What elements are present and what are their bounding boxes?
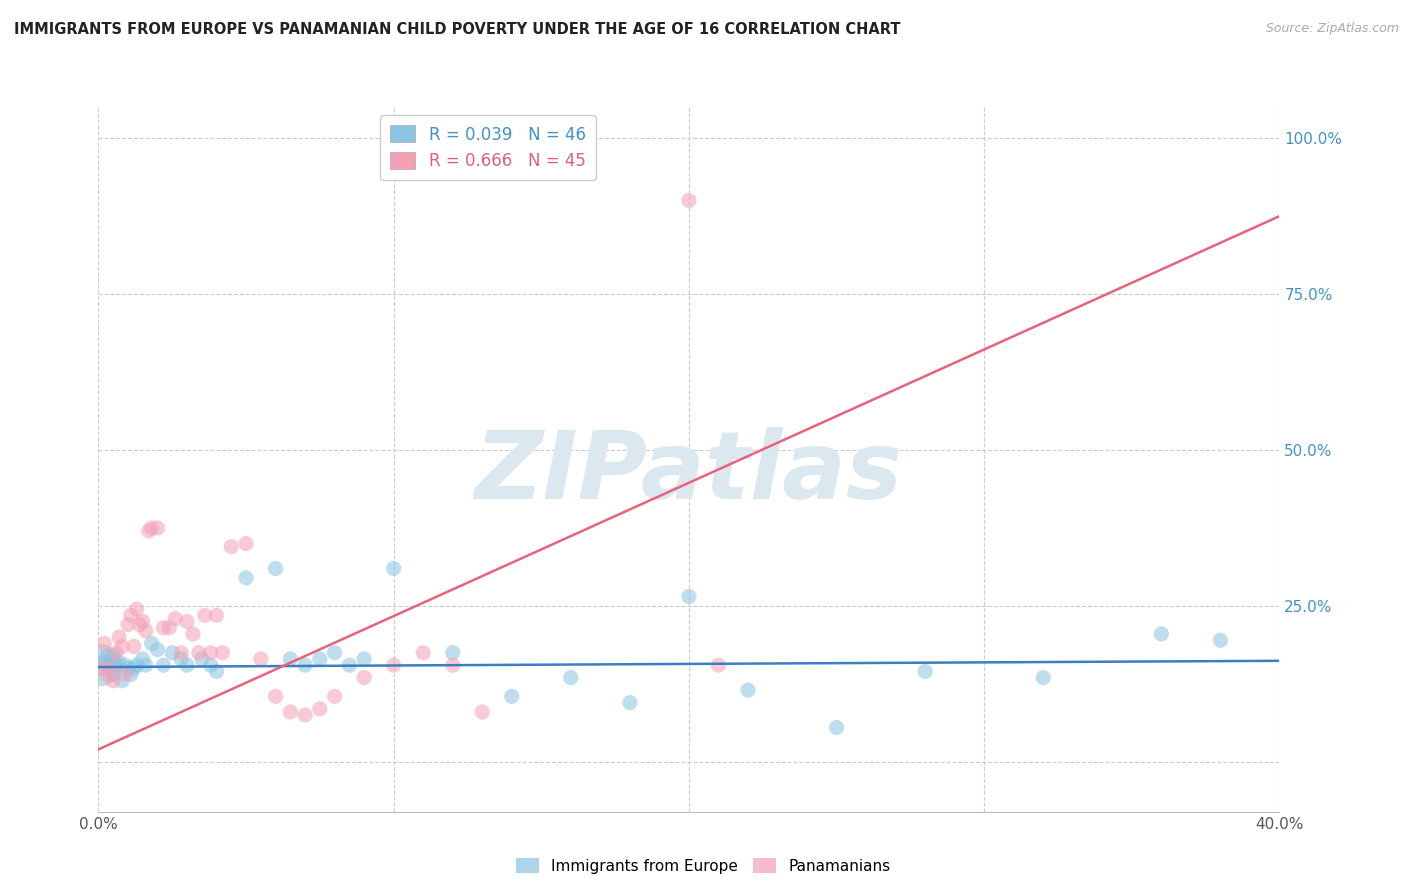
Point xyxy=(294,658,316,673)
Point xyxy=(114,667,136,681)
Point xyxy=(103,648,125,663)
Text: Source: ZipAtlas.com: Source: ZipAtlas.com xyxy=(1265,22,1399,36)
Point xyxy=(120,608,142,623)
Point xyxy=(1150,627,1173,641)
Point xyxy=(162,646,183,660)
Point xyxy=(205,608,228,623)
Point xyxy=(90,661,112,675)
Point xyxy=(103,667,125,681)
Point xyxy=(737,683,759,698)
Point xyxy=(176,615,198,629)
Point xyxy=(309,652,332,666)
Point xyxy=(382,658,405,673)
Point xyxy=(146,521,169,535)
Point xyxy=(141,636,163,650)
Point xyxy=(96,658,118,673)
Point xyxy=(441,658,464,673)
Point xyxy=(339,658,360,673)
Point xyxy=(619,696,641,710)
Point xyxy=(141,521,163,535)
Point xyxy=(294,708,316,723)
Point xyxy=(501,690,523,704)
Point xyxy=(382,561,405,575)
Point xyxy=(323,646,346,660)
Point xyxy=(93,655,115,669)
Point xyxy=(122,640,145,654)
Point xyxy=(152,621,174,635)
Point xyxy=(560,671,582,685)
Point xyxy=(191,652,214,666)
Point xyxy=(170,652,193,666)
Point xyxy=(120,667,142,681)
Point xyxy=(108,655,131,669)
Point xyxy=(128,617,150,632)
Point xyxy=(200,646,222,660)
Point xyxy=(135,658,157,673)
Point xyxy=(235,571,257,585)
Point xyxy=(323,690,346,704)
Point xyxy=(264,561,287,575)
Point xyxy=(278,705,302,719)
Point xyxy=(914,665,936,679)
Point xyxy=(111,673,134,688)
Point xyxy=(98,661,121,675)
Point xyxy=(187,646,209,660)
Point xyxy=(117,617,139,632)
Point xyxy=(235,536,257,550)
Point xyxy=(219,540,242,554)
Legend: R = 0.039   N = 46, R = 0.666   N = 45: R = 0.039 N = 46, R = 0.666 N = 45 xyxy=(381,115,596,180)
Point xyxy=(103,673,125,688)
Point xyxy=(1032,671,1054,685)
Point xyxy=(707,658,730,673)
Point xyxy=(135,624,157,638)
Point xyxy=(264,690,287,704)
Point xyxy=(170,646,193,660)
Point xyxy=(108,630,131,644)
Point xyxy=(125,602,148,616)
Text: IMMIGRANTS FROM EUROPE VS PANAMANIAN CHILD POVERTY UNDER THE AGE OF 16 CORRELATI: IMMIGRANTS FROM EUROPE VS PANAMANIAN CHI… xyxy=(14,22,901,37)
Legend: Immigrants from Europe, Panamanians: Immigrants from Europe, Panamanians xyxy=(509,852,897,880)
Point xyxy=(309,702,332,716)
Point xyxy=(125,658,148,673)
Point xyxy=(353,671,375,685)
Point xyxy=(678,194,700,208)
Point xyxy=(157,621,180,635)
Point xyxy=(278,652,302,666)
Point xyxy=(132,615,155,629)
Point xyxy=(111,640,134,654)
Point xyxy=(122,661,145,675)
Point xyxy=(105,658,128,673)
Point xyxy=(105,646,128,660)
Point xyxy=(1209,633,1232,648)
Point xyxy=(471,705,494,719)
Point xyxy=(176,658,198,673)
Point xyxy=(152,658,174,673)
Point xyxy=(211,646,233,660)
Point xyxy=(353,652,375,666)
Text: ZIPatlas: ZIPatlas xyxy=(475,427,903,519)
Point xyxy=(138,524,160,538)
Point xyxy=(146,642,169,657)
Point xyxy=(165,611,187,625)
Point xyxy=(181,627,204,641)
Point xyxy=(678,590,700,604)
Point xyxy=(114,658,136,673)
Point xyxy=(117,661,139,675)
Point xyxy=(412,646,434,660)
Point xyxy=(132,652,155,666)
Point xyxy=(96,648,118,663)
Point xyxy=(825,721,848,735)
Point xyxy=(250,652,273,666)
Point xyxy=(441,646,464,660)
Point xyxy=(93,636,115,650)
Point xyxy=(205,665,228,679)
Point xyxy=(98,655,121,669)
Point xyxy=(194,608,217,623)
Point xyxy=(200,658,222,673)
Point xyxy=(96,667,118,681)
Point xyxy=(90,658,112,673)
